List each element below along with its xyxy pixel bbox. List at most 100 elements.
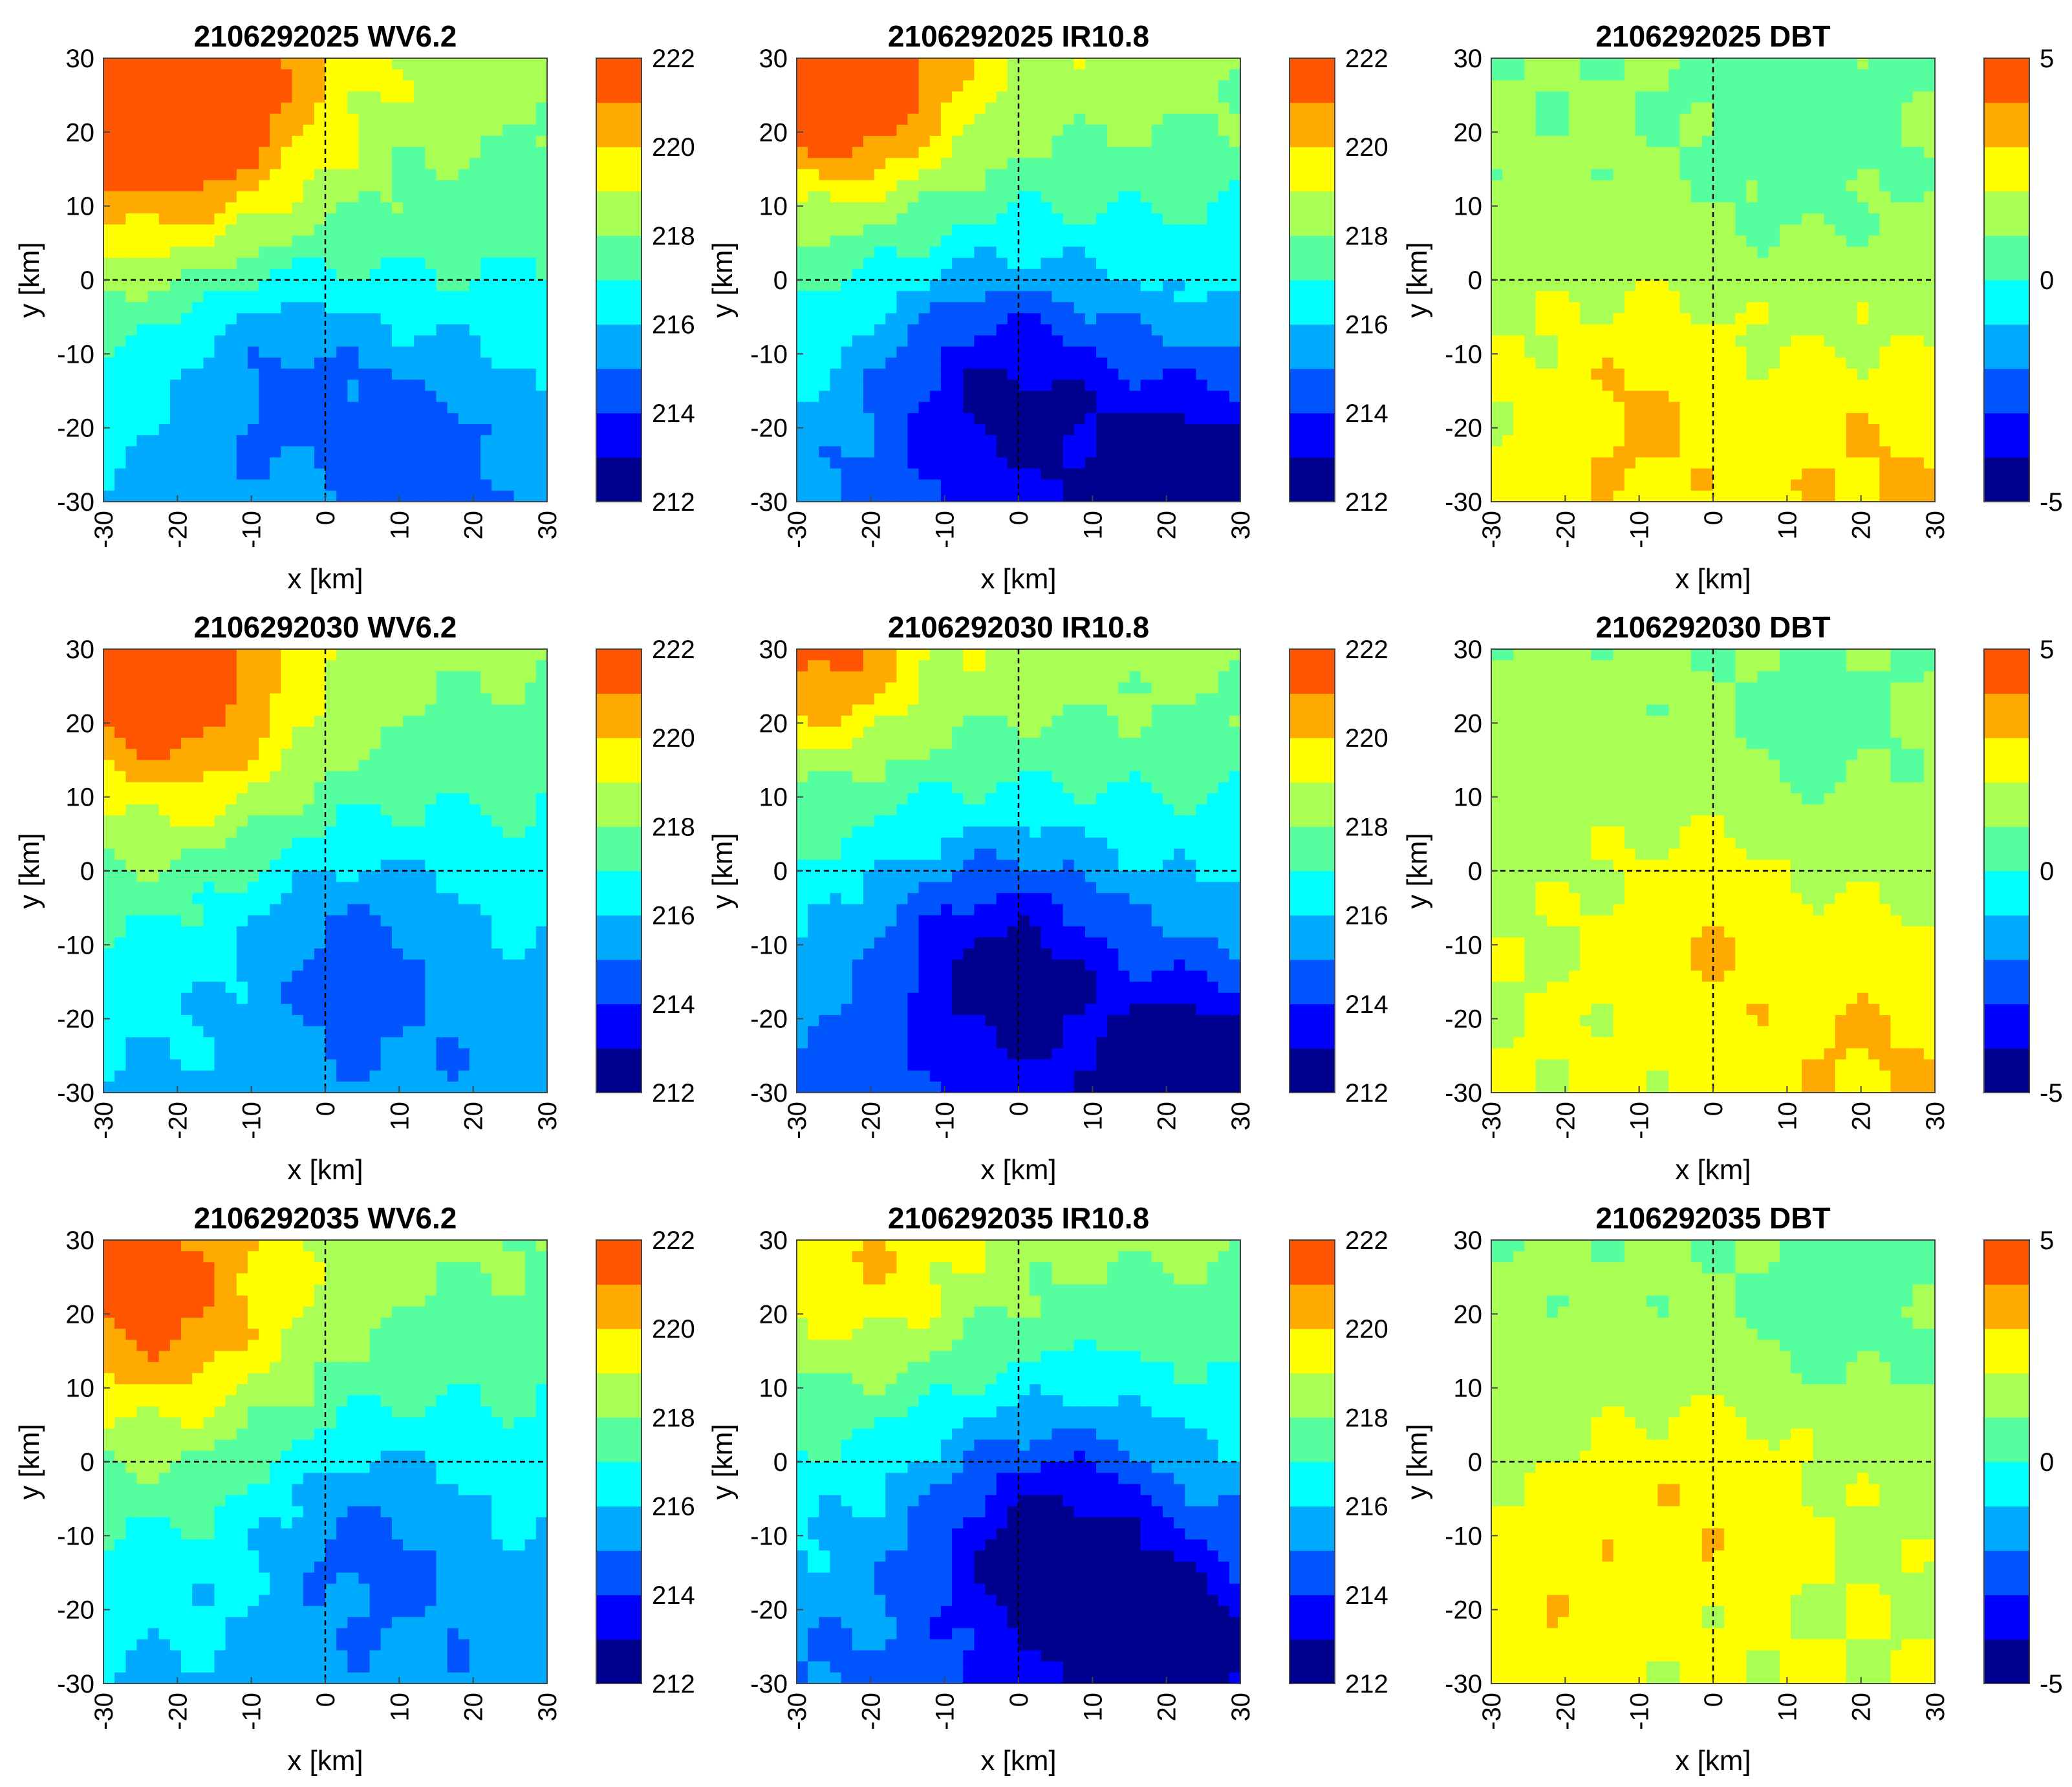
heatmap-cell [1218, 169, 1230, 181]
heatmap-cell [502, 224, 515, 236]
heatmap-cell [1646, 124, 1658, 136]
heatmap-cell [929, 191, 942, 203]
heatmap-cell [1546, 69, 1559, 81]
heatmap-cell [181, 490, 193, 502]
heatmap-cell [203, 457, 215, 469]
heatmap-cell [940, 136, 953, 147]
heatmap-cell [480, 423, 492, 436]
heatmap-cell [1107, 80, 1119, 92]
heatmap-cell [1107, 490, 1119, 502]
heatmap-cell [1162, 435, 1174, 447]
heatmap-cell [192, 468, 204, 480]
heatmap-cell [1524, 324, 1537, 336]
heatmap-cell [347, 268, 360, 281]
heatmap-cell [1140, 391, 1152, 403]
heatmap-cell [1757, 412, 1769, 425]
heatmap-cell [1491, 369, 1503, 380]
heatmap-cell [797, 335, 808, 347]
heatmap-cell [1923, 224, 1936, 236]
heatmap-cell [1657, 257, 1669, 270]
heatmap-cell [158, 58, 171, 70]
heatmap-cell [325, 369, 337, 380]
heatmap-cell [874, 446, 886, 458]
heatmap-cell [940, 423, 953, 436]
heatmap-cell [1857, 313, 1869, 325]
heatmap-cell [1107, 446, 1119, 458]
heatmap-cell [259, 446, 270, 458]
heatmap-cell [347, 346, 360, 358]
heatmap-cell [1196, 358, 1208, 369]
heatmap-cell [1679, 457, 1692, 469]
heatmap-cell [1207, 401, 1219, 414]
heatmap-cell [896, 435, 909, 447]
heatmap-cell [292, 380, 304, 392]
heatmap-cell [236, 412, 248, 425]
heatmap-cell [918, 69, 931, 81]
heatmap-cell [1802, 291, 1813, 303]
heatmap-cell [1646, 136, 1658, 147]
heatmap-cell [1779, 124, 1791, 136]
heatmap-cell [1679, 246, 1692, 259]
heatmap-cell [1713, 69, 1725, 81]
heatmap-cell [1218, 324, 1230, 336]
heatmap-cell [841, 380, 853, 392]
heatmap-cell [1802, 324, 1813, 336]
heatmap-cell [358, 147, 371, 158]
heatmap-cell [1602, 346, 1614, 358]
heatmap-cell [1824, 401, 1836, 414]
heatmap-cell [830, 346, 842, 358]
heatmap-cell [1923, 401, 1936, 414]
heatmap-cell [1074, 369, 1086, 380]
heatmap-cell [1679, 423, 1692, 436]
heatmap-cell [1657, 490, 1669, 502]
heatmap-cell [1668, 191, 1681, 203]
heatmap-cell [1096, 446, 1108, 458]
heatmap-cell [214, 91, 226, 103]
heatmap-cell [247, 457, 259, 469]
heatmap-cell [1624, 324, 1636, 336]
heatmap-cell [380, 479, 393, 491]
heatmap-cell [1052, 479, 1064, 491]
heatmap-cell [103, 435, 115, 447]
heatmap-cell [147, 335, 160, 347]
heatmap-cell [1802, 369, 1813, 380]
heatmap-cell [314, 80, 326, 92]
heatmap-cell [391, 369, 404, 380]
heatmap-cell [347, 401, 360, 414]
heatmap-cell [1140, 313, 1152, 325]
heatmap-cell [852, 69, 864, 81]
heatmap-cell [852, 224, 864, 236]
heatmap-cell [1701, 180, 1714, 192]
heatmap-cell [391, 346, 404, 358]
heatmap-cell [214, 113, 226, 125]
heatmap-cell [158, 257, 171, 270]
heatmap-cell [1713, 446, 1725, 458]
heatmap-cell [114, 113, 126, 125]
heatmap-cell [1846, 446, 1858, 458]
heatmap-cell [1129, 136, 1141, 147]
heatmap-cell [1085, 490, 1097, 502]
heatmap-cell [885, 457, 897, 469]
heatmap-cell [797, 358, 808, 369]
heatmap-cell [103, 113, 115, 125]
heatmap-cell [852, 380, 864, 392]
heatmap-cell [1690, 324, 1703, 336]
heatmap-cell [907, 446, 920, 458]
heatmap-cell [1063, 391, 1075, 403]
heatmap-cell [1879, 423, 1891, 436]
heatmap-cell [458, 102, 470, 114]
heatmap-cell [1779, 446, 1791, 458]
heatmap-cell [1613, 180, 1625, 192]
heatmap-cell [314, 102, 326, 114]
heatmap-cell [1757, 302, 1769, 314]
heatmap-cell [974, 412, 986, 425]
heatmap-cell [103, 457, 115, 469]
heatmap-cell [125, 401, 138, 414]
heatmap-cell [1052, 80, 1064, 92]
heatmap-cell [1557, 235, 1570, 248]
heatmap-cell [797, 69, 808, 81]
heatmap-cell [1007, 435, 1019, 447]
heatmap-cell [1923, 479, 1936, 491]
heatmap-cell [1207, 369, 1219, 380]
